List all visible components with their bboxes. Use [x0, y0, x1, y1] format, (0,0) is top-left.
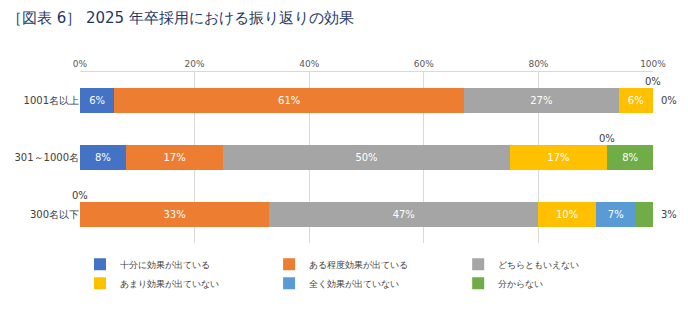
svg-text:301～1000名: 301～1000名 — [14, 152, 79, 163]
svg-text:ある程度効果が出ている: ある程度効果が出ている — [309, 260, 408, 270]
svg-text:20%: 20% — [185, 59, 205, 69]
svg-text:どちらともいえない: どちらともいえない — [498, 260, 579, 270]
svg-text:10%: 10% — [556, 209, 578, 220]
svg-text:分からない: 分からない — [498, 279, 543, 289]
svg-text:47%: 47% — [393, 209, 415, 220]
svg-text:8%: 8% — [95, 152, 111, 163]
svg-text:33%: 33% — [163, 209, 185, 220]
svg-text:300名以下: 300名以下 — [30, 209, 79, 220]
svg-text:6%: 6% — [628, 95, 644, 106]
svg-text:17%: 17% — [547, 152, 569, 163]
svg-text:0%: 0% — [73, 59, 88, 69]
svg-text:7%: 7% — [608, 209, 624, 220]
svg-text:0%: 0% — [661, 95, 677, 106]
svg-text:あまり効果が出ていない: あまり効果が出ていない — [120, 279, 219, 289]
svg-text:61%: 61% — [278, 95, 300, 106]
svg-text:0%: 0% — [645, 76, 661, 87]
svg-text:8%: 8% — [622, 152, 638, 163]
svg-text:27%: 27% — [530, 95, 552, 106]
svg-text:0%: 0% — [72, 190, 88, 201]
svg-text:0%: 0% — [599, 133, 615, 144]
svg-text:［図表 6］ 2025 年卒採用における振り返りの効果: ［図表 6］ 2025 年卒採用における振り返りの効果 — [7, 9, 354, 27]
svg-text:1001名以上: 1001名以上 — [24, 95, 79, 106]
svg-text:3%: 3% — [661, 209, 677, 220]
svg-text:17%: 17% — [163, 152, 185, 163]
svg-text:60%: 60% — [414, 59, 434, 69]
svg-text:6%: 6% — [89, 95, 105, 106]
svg-text:100%: 100% — [640, 59, 666, 69]
svg-text:十分に効果が出ている: 十分に効果が出ている — [120, 260, 210, 270]
svg-text:80%: 80% — [528, 59, 548, 69]
svg-text:50%: 50% — [355, 152, 377, 163]
svg-text:全く効果が出ていない: 全く効果が出ていない — [309, 279, 399, 289]
svg-text:40%: 40% — [299, 59, 319, 69]
